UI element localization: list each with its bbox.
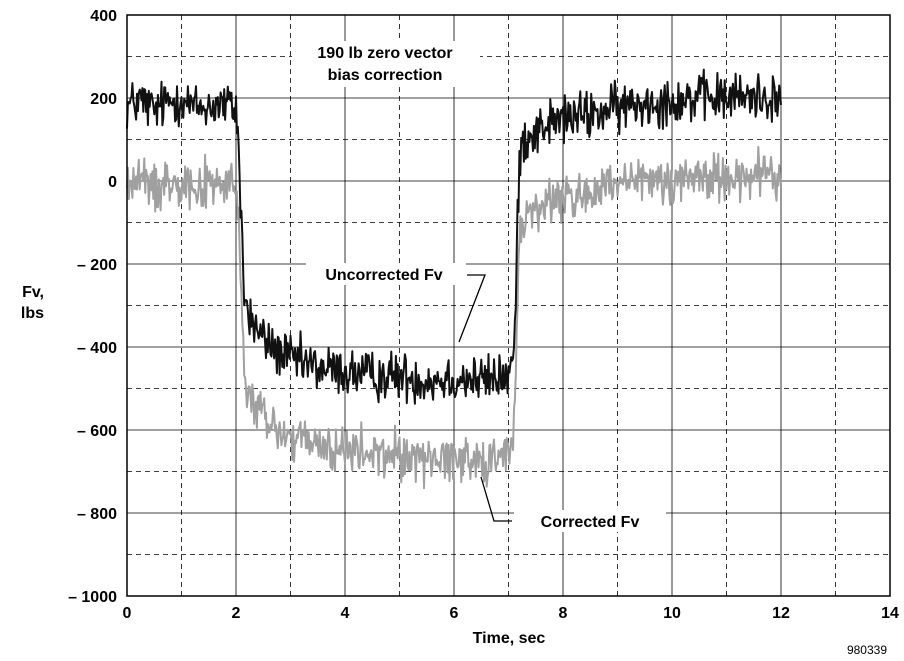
grid <box>127 15 890 596</box>
x-axis-title: Time, sec <box>473 630 546 647</box>
corrected-label-box <box>514 510 666 532</box>
corrected-leader-line <box>480 476 512 522</box>
uncorrected-label: Uncorrected Fv <box>325 267 442 284</box>
bias-annotation-line2: bias correction <box>328 67 443 84</box>
y-tick-label: – 200 <box>77 257 117 274</box>
x-tick-label: 4 <box>341 605 350 622</box>
y-axis-title-line2: lbs <box>21 305 44 322</box>
bias-annotation-box <box>292 41 480 87</box>
y-axis-title-line1: Fv, <box>22 284 44 301</box>
uncorrected-leader-line <box>458 274 486 343</box>
series-uncorrected-fv <box>126 68 782 405</box>
series-corrected-fv <box>126 146 782 490</box>
y-tick-label: – 600 <box>77 423 117 440</box>
x-tick-label: 0 <box>123 605 132 622</box>
figure-id: 980339 <box>847 643 887 657</box>
corrected-label: Corrected Fv <box>541 514 640 531</box>
y-tick-label: – 1000 <box>68 589 117 606</box>
uncorrected-label-box <box>306 263 466 285</box>
y-tick-label: – 800 <box>77 506 117 523</box>
y-tick-label: – 400 <box>77 340 117 357</box>
x-tick-label: 2 <box>232 605 241 622</box>
y-tick-labels: 400 200 0 – 200 – 400 – 600 – 800 – 1000 <box>68 8 117 606</box>
y-tick-label: 0 <box>108 174 117 191</box>
x-tick-label: 6 <box>450 605 459 622</box>
x-tick-label: 12 <box>772 605 790 622</box>
series-layer <box>126 68 782 490</box>
x-tick-label: 14 <box>881 605 899 622</box>
x-tick-label: 10 <box>663 605 681 622</box>
y-tick-label: 400 <box>90 8 117 25</box>
x-tick-label: 8 <box>559 605 568 622</box>
bias-annotation-line1: 190 lb zero vector <box>317 45 452 62</box>
plot-frame <box>126 14 891 597</box>
y-tick-label: 200 <box>90 91 117 108</box>
x-tick-labels: 0 2 4 6 8 10 12 14 <box>123 605 899 622</box>
